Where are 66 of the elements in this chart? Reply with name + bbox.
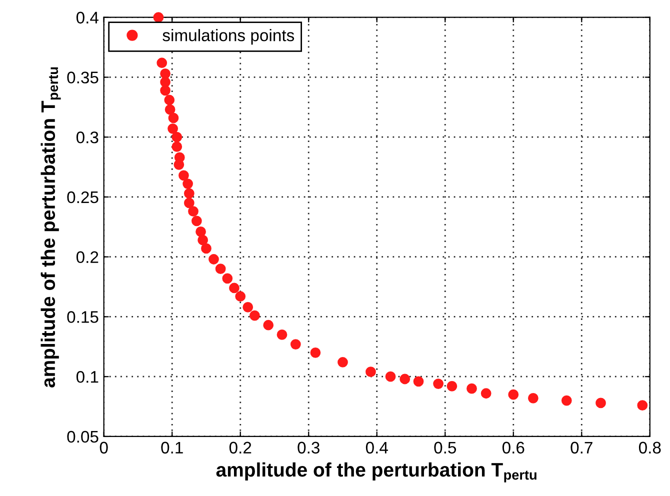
x-tick-label: 0.3 — [298, 442, 320, 454]
x-tick-label: 0.1 — [161, 442, 183, 454]
point — [191, 216, 202, 226]
point — [528, 392, 538, 404]
point — [160, 76, 170, 88]
point — [413, 376, 424, 387]
y-tick-label: 0.3 — [76, 132, 98, 144]
x-tick-label: 0.7 — [570, 442, 592, 454]
point — [198, 234, 208, 246]
point — [160, 68, 170, 79]
point — [385, 371, 396, 382]
point — [466, 383, 477, 394]
y-tick-label: 0.05 — [67, 430, 98, 443]
point — [188, 206, 198, 217]
point — [172, 132, 182, 142]
point — [164, 94, 175, 106]
x-tick-label: 0 — [100, 442, 108, 454]
point — [235, 291, 246, 302]
point — [182, 178, 193, 190]
y-axis-title: amplitude of the perturbation T$_{pertu}$ — [40, 67, 61, 388]
point — [433, 378, 444, 389]
point — [338, 357, 348, 368]
point — [201, 243, 212, 254]
point — [208, 254, 219, 264]
point — [168, 124, 178, 134]
x-tick-label: 0.4 — [366, 442, 388, 454]
point — [229, 282, 240, 294]
x-tick-label: 0.5 — [434, 442, 456, 454]
point — [250, 310, 260, 321]
point — [160, 85, 170, 96]
point — [400, 374, 410, 384]
y-tick-label: 0.2 — [76, 251, 98, 264]
point — [561, 395, 572, 406]
x-tick-label: 0.2 — [229, 442, 252, 454]
point — [215, 264, 226, 274]
point — [168, 112, 179, 124]
point — [164, 104, 176, 115]
point — [222, 273, 233, 284]
point — [184, 188, 194, 199]
y-tick-label: 0.35 — [67, 72, 98, 84]
point — [446, 380, 458, 392]
point — [480, 388, 492, 399]
point — [310, 347, 321, 358]
point — [196, 226, 206, 237]
y-tick-label: 0.4 — [76, 12, 99, 24]
point — [242, 302, 254, 312]
point — [172, 141, 182, 152]
legend-label: simulations points — [162, 29, 294, 45]
point — [366, 366, 376, 378]
x-tick-label: 0.6 — [502, 442, 524, 454]
x-tick-label: 0.8 — [638, 442, 661, 454]
point — [276, 330, 288, 340]
point — [263, 320, 274, 330]
point — [174, 159, 184, 170]
point — [508, 389, 519, 400]
x-axis-title: amplitude of the perturbation T$_{pertu}$ — [216, 462, 536, 482]
point — [178, 170, 189, 181]
point — [290, 339, 301, 350]
y-tick-label: 0.1 — [76, 371, 98, 383]
y-tick-label: 0.15 — [67, 311, 98, 323]
point — [156, 58, 168, 68]
y-tick-label: 0.25 — [67, 191, 98, 204]
point — [637, 400, 648, 411]
point — [184, 198, 194, 208]
point — [153, 12, 164, 23]
point — [596, 398, 606, 408]
